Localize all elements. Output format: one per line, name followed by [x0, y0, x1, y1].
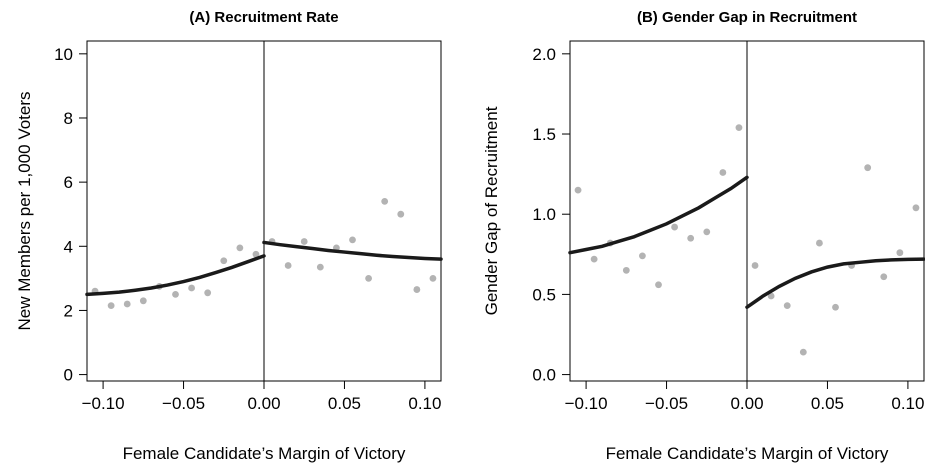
panel-b-data-point	[880, 273, 888, 281]
panel-a-y-tick-label: 0	[64, 366, 73, 385]
panel-b-x-tick-label: 0.10	[891, 394, 924, 413]
panel-a-x-tick-label: −0.10	[82, 394, 125, 413]
panel-b-data-point	[590, 255, 598, 263]
panel-a-data-point	[107, 302, 115, 310]
panel-a-y-tick-label: 4	[64, 237, 73, 256]
panel-a-data-point	[236, 244, 244, 252]
panel-b-y-axis-label: Gender Gap of Recruitment	[482, 106, 501, 315]
panel-b-data-point	[783, 302, 791, 310]
panel-b-data-point	[767, 292, 775, 300]
panel-b-x-tick-label: 0.05	[811, 394, 844, 413]
panel-b-data-point	[735, 124, 743, 132]
panel-b-data-point	[719, 169, 727, 176]
panel-a-ticks: −0.10 −0.05 0.00 0.05 0.10 0 2 4 6 8 10	[54, 45, 441, 413]
panel-a-marks	[85, 41, 443, 381]
panel-b-y-tick-label: 1.0	[532, 205, 556, 224]
panel-b-data-point	[864, 164, 872, 172]
panel-a-data-point	[413, 286, 421, 293]
panel-b: (B) Gender Gap in Recruitment Female Can…	[482, 9, 925, 463]
panel-a: (A) Recruitment Rate Female Candidate’s …	[15, 9, 443, 463]
panel-a-fit-left-curve	[85, 254, 266, 297]
panel-a-fit-right-curve	[262, 240, 443, 261]
panel-b-data-point	[896, 249, 904, 257]
panel-a-data-point	[381, 197, 389, 205]
panel-b-y-tick-label: 0.0	[532, 366, 556, 385]
panel-b-data-point	[816, 239, 823, 247]
panel-a-data-point	[397, 210, 405, 218]
panel-b-data-point	[912, 204, 920, 212]
panel-b-y-tick-label: 1.5	[532, 125, 556, 144]
panel-a-y-tick-label: 6	[64, 173, 73, 192]
panel-a-y-tick-label: 2	[64, 301, 73, 320]
panel-a-data-point	[300, 238, 308, 245]
panel-a-data-point	[252, 250, 260, 258]
panel-a-x-axis-label: Female Candidate’s Margin of Victory	[123, 444, 406, 463]
panel-a-x-tick-label: 0.00	[247, 394, 280, 413]
panel-a-x-tick-label: 0.10	[408, 394, 441, 413]
panel-b-data-point	[655, 281, 662, 289]
panel-b-data-point	[832, 303, 839, 311]
panel-b-x-tick-label: 0.00	[730, 394, 763, 413]
panel-b-marks	[568, 41, 925, 381]
panel-a-data-point	[316, 263, 324, 271]
panel-b-y-tick-label: 2.0	[532, 45, 556, 64]
panel-a-data-point	[123, 300, 131, 308]
panel-a-y-tick-label: 8	[64, 109, 73, 128]
panel-a-data-point	[188, 284, 195, 292]
panel-b-x-axis-label: Female Candidate’s Margin of Victory	[606, 444, 889, 463]
panel-a-data-point	[139, 297, 147, 305]
panel-a-y-tick-label: 10	[54, 45, 73, 64]
panel-a-x-tick-label: −0.05	[162, 394, 205, 413]
panel-b-y-tick-label: 0.5	[532, 285, 556, 304]
panel-b-fit-right-curve	[745, 257, 925, 309]
panel-a-data-point	[349, 236, 356, 244]
panel-b-data-point	[751, 262, 759, 269]
panel-a-data-point	[429, 274, 437, 282]
panel-b-data-point	[622, 266, 630, 274]
panel-b-data-point	[574, 186, 582, 194]
panel-b-fit-left-curve	[568, 175, 749, 255]
panel-a-title: (A) Recruitment Rate	[189, 9, 338, 26]
panel-a-y-axis-label: New Members per 1,000 Voters	[15, 91, 34, 330]
panel-b-ticks: −0.10 −0.05 0.00 0.05 0.10 0.0 0.5 1.0 1.5 2.0	[532, 45, 924, 413]
panel-b-data-point	[687, 234, 695, 242]
panel-b-data-point	[799, 348, 807, 356]
panel-a-data-point	[220, 257, 228, 265]
panel-b-data-point	[671, 223, 678, 231]
panel-a-data-point	[172, 290, 179, 298]
panel-b-data-point	[639, 252, 646, 260]
panel-b-x-tick-label: −0.10	[565, 394, 608, 413]
panel-a-data-point	[365, 274, 372, 282]
panel-b-data-point	[703, 228, 711, 236]
panel-a-x-tick-label: 0.05	[328, 394, 361, 413]
panel-b-title: (B) Gender Gap in Recruitment	[637, 9, 857, 26]
panel-a-data-point	[204, 289, 212, 297]
panel-b-x-tick-label: −0.05	[645, 394, 688, 413]
panel-a-data-point	[284, 262, 292, 269]
